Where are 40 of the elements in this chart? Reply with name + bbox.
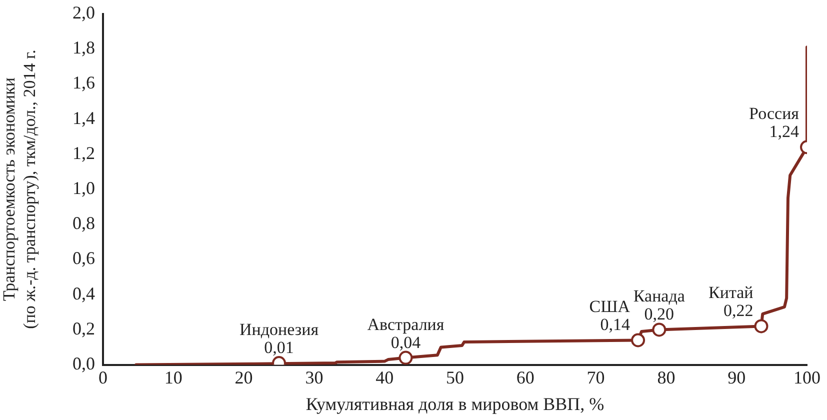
y-tick-label: 0,4: [72, 283, 95, 304]
x-tick-label: 90: [728, 367, 746, 388]
point: [631, 333, 646, 348]
data-label: 0,14: [600, 315, 631, 334]
point: [754, 319, 768, 334]
data-label: 0,22: [723, 301, 754, 320]
annotation: Россия: [749, 104, 800, 124]
y-tick-label: 2,0: [72, 2, 95, 23]
annotation: Индонезия: [239, 320, 319, 340]
y-tick-label: 1,8: [72, 38, 95, 58]
x-tick-label: 0: [98, 367, 108, 388]
annotation: США: [589, 297, 631, 316]
x-tick-label: 80: [657, 367, 676, 388]
y-tick-label: 1,4: [72, 108, 95, 128]
y-tick-label: 0,2: [72, 318, 95, 338]
annotation: Австралия: [367, 314, 444, 334]
point: [652, 322, 666, 337]
y-tick-label: 1,6: [72, 72, 95, 93]
annotation: Китай: [708, 283, 754, 302]
x-axis-title: Кумулятивная доля в мировом ВВП, %: [306, 394, 604, 414]
y-tick-label: 0,8: [72, 213, 95, 234]
y-axis-title: Транспортоемкость экономики (по ж.-д. транспорту), ткм/дол., 2014 г.: [0, 50, 40, 329]
data-label: 0,20: [644, 304, 674, 324]
y-tick-label: 0,0: [72, 354, 95, 374]
y-tick-label: 1,0: [72, 178, 95, 198]
x-tick-label: 50: [446, 367, 464, 388]
annotation: Канада: [633, 286, 686, 306]
x-tick-label: 70: [586, 367, 605, 388]
y-tick-label: 1,2: [72, 142, 95, 163]
data-label: 1,24: [769, 122, 800, 142]
x-tick-label: 30: [305, 367, 324, 388]
x-tick-label: 10: [164, 367, 182, 388]
data-label: 0,01: [264, 338, 294, 358]
y-tick-label: 0,6: [72, 248, 95, 268]
x-tick-label: 40: [376, 367, 394, 388]
x-tick-label: 100: [794, 367, 820, 388]
data-label: 0,04: [390, 332, 422, 352]
point: [398, 350, 413, 365]
x-tick-label: 60: [516, 367, 534, 388]
x-tick-label: 20: [234, 367, 253, 388]
